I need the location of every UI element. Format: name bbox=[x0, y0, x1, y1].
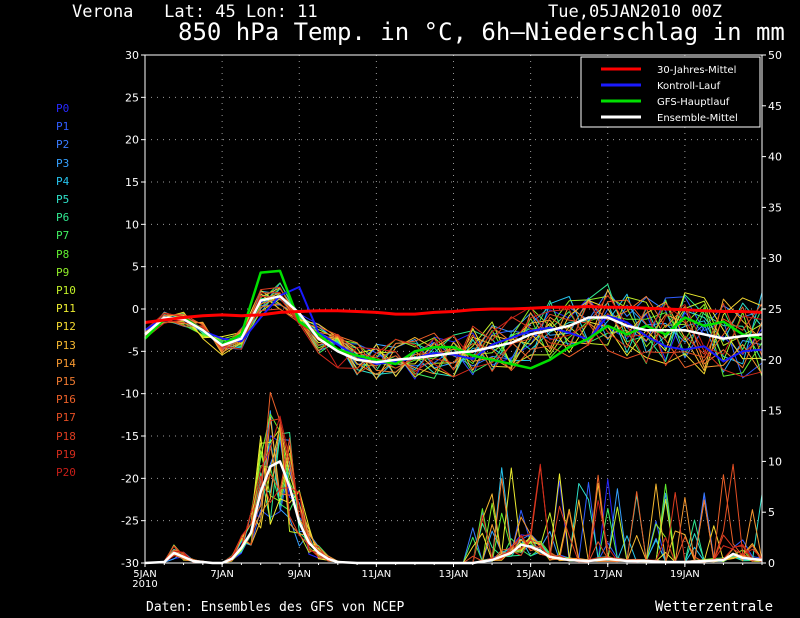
y-left-tick-label: -5 bbox=[128, 345, 139, 358]
member-label: P9 bbox=[56, 265, 70, 279]
legend-label: 30-Jahres-Mittel bbox=[657, 65, 736, 76]
y-left-tick-label: 20 bbox=[125, 134, 139, 147]
run-date-label: Tue,05JAN2010 00Z bbox=[548, 2, 722, 22]
member-label: P18 bbox=[56, 429, 76, 443]
y-right-tick-label: 0 bbox=[768, 557, 775, 570]
y-right-tick-label: 35 bbox=[768, 201, 782, 214]
member-label: P1 bbox=[56, 120, 70, 134]
y-right-tick-label: 30 bbox=[768, 252, 782, 265]
x-tick-label: 19JAN bbox=[670, 569, 700, 580]
member-label: P5 bbox=[56, 193, 70, 207]
member-label: P3 bbox=[56, 156, 70, 170]
member-precip-line bbox=[144, 428, 763, 564]
member-label: P4 bbox=[56, 174, 70, 188]
y-left-tick-label: 0 bbox=[132, 303, 139, 316]
member-label: P16 bbox=[56, 393, 76, 407]
member-label: P17 bbox=[56, 411, 76, 425]
y-left-tick-label: -15 bbox=[121, 430, 139, 443]
y-right-tick-label: 40 bbox=[768, 151, 782, 164]
y-right-tick-label: 50 bbox=[768, 49, 782, 62]
chart-title: 850 hPa Temp. in °C, 6h–Niederschlag in … bbox=[178, 18, 785, 46]
y-left-tick-label: -25 bbox=[121, 515, 139, 528]
brand-label: Wetterzentrale bbox=[655, 599, 774, 615]
member-list: P0 P1 P2 P3 P4 P5 P6 P7 P8 P9 P10 P11 P12 P13 P14 P15 P1… bbox=[56, 100, 76, 482]
legend-label: Ensemble-Mittel bbox=[657, 113, 738, 124]
y-left-tick-label: 30 bbox=[125, 49, 139, 62]
y-left-tick-label: 25 bbox=[125, 91, 139, 104]
data-source-note: Daten: Ensembles des GFS von NCEP bbox=[146, 600, 405, 615]
member-precip-line bbox=[144, 415, 763, 564]
y-left-tick-label: 10 bbox=[125, 218, 139, 231]
x-tick-label: 9JAN bbox=[288, 569, 311, 580]
y-left-tick-label: -10 bbox=[121, 388, 139, 401]
y-right-tick-label: 10 bbox=[768, 455, 782, 468]
member-label: P13 bbox=[56, 338, 76, 352]
member-label: P12 bbox=[56, 320, 76, 334]
y-right-tick-label: 5 bbox=[768, 506, 775, 519]
member-label: P8 bbox=[56, 247, 70, 261]
grid-lines bbox=[145, 55, 762, 563]
x-tick-sublabel: 2010 bbox=[132, 579, 157, 590]
ensemble-member-lines bbox=[144, 282, 763, 564]
member-label: P20 bbox=[56, 466, 76, 480]
member-temp-line bbox=[144, 286, 763, 371]
axis-ticks: -30 -25 -20 -15 -10 -5 0 5 10 15 20 25 30 0 5 10 15 20 25 3… bbox=[121, 49, 782, 590]
member-precip-line bbox=[144, 437, 763, 564]
y-right-tick-label: 20 bbox=[768, 354, 782, 367]
member-label: P2 bbox=[56, 138, 70, 152]
y-right-tick-label: 45 bbox=[768, 100, 782, 113]
series-line-30-jahres-mittel bbox=[144, 305, 763, 324]
y-left-tick-label: 5 bbox=[132, 261, 139, 274]
y-right-tick-label: 25 bbox=[768, 303, 782, 316]
member-label: P19 bbox=[56, 447, 76, 461]
chart-legend: 30-Jahres-Mittel Kontroll-Lauf GFS-Hauptla… bbox=[580, 56, 761, 128]
y-right-tick-label: 15 bbox=[768, 405, 782, 418]
x-tick-label: 15JAN bbox=[516, 569, 546, 580]
member-label: P11 bbox=[56, 302, 76, 316]
member-label: P7 bbox=[56, 229, 70, 243]
member-label: P15 bbox=[56, 375, 76, 389]
x-tick-label: 7JAN bbox=[210, 569, 233, 580]
member-label: P0 bbox=[56, 102, 70, 115]
legend-label: Kontroll-Lauf bbox=[657, 81, 721, 92]
y-left-tick-label: 15 bbox=[125, 176, 139, 189]
member-precip-line bbox=[144, 413, 763, 564]
series-line-kontroll-lauf bbox=[144, 286, 763, 365]
member-label: P14 bbox=[56, 356, 76, 370]
x-tick-label: 13JAN bbox=[439, 569, 469, 580]
x-tick-label: 5JAN bbox=[133, 569, 156, 580]
legend-label: GFS-Hauptlauf bbox=[657, 97, 730, 108]
y-left-tick-label: -20 bbox=[121, 472, 139, 485]
member-temp-line bbox=[144, 292, 763, 378]
y-left-tick-label: -30 bbox=[121, 557, 139, 570]
series-line-ensemble-mittel bbox=[144, 295, 763, 364]
member-precip-line bbox=[144, 425, 763, 564]
member-label: P10 bbox=[56, 284, 76, 298]
series-line-gfs-hauptlauf bbox=[144, 269, 763, 370]
member-label: P6 bbox=[56, 211, 70, 225]
location-label: Verona Lat: 45 Lon: 11 bbox=[72, 2, 318, 22]
x-tick-label: 17JAN bbox=[593, 569, 623, 580]
member-precip-line bbox=[144, 432, 763, 564]
x-tick-label: 11JAN bbox=[361, 569, 391, 580]
